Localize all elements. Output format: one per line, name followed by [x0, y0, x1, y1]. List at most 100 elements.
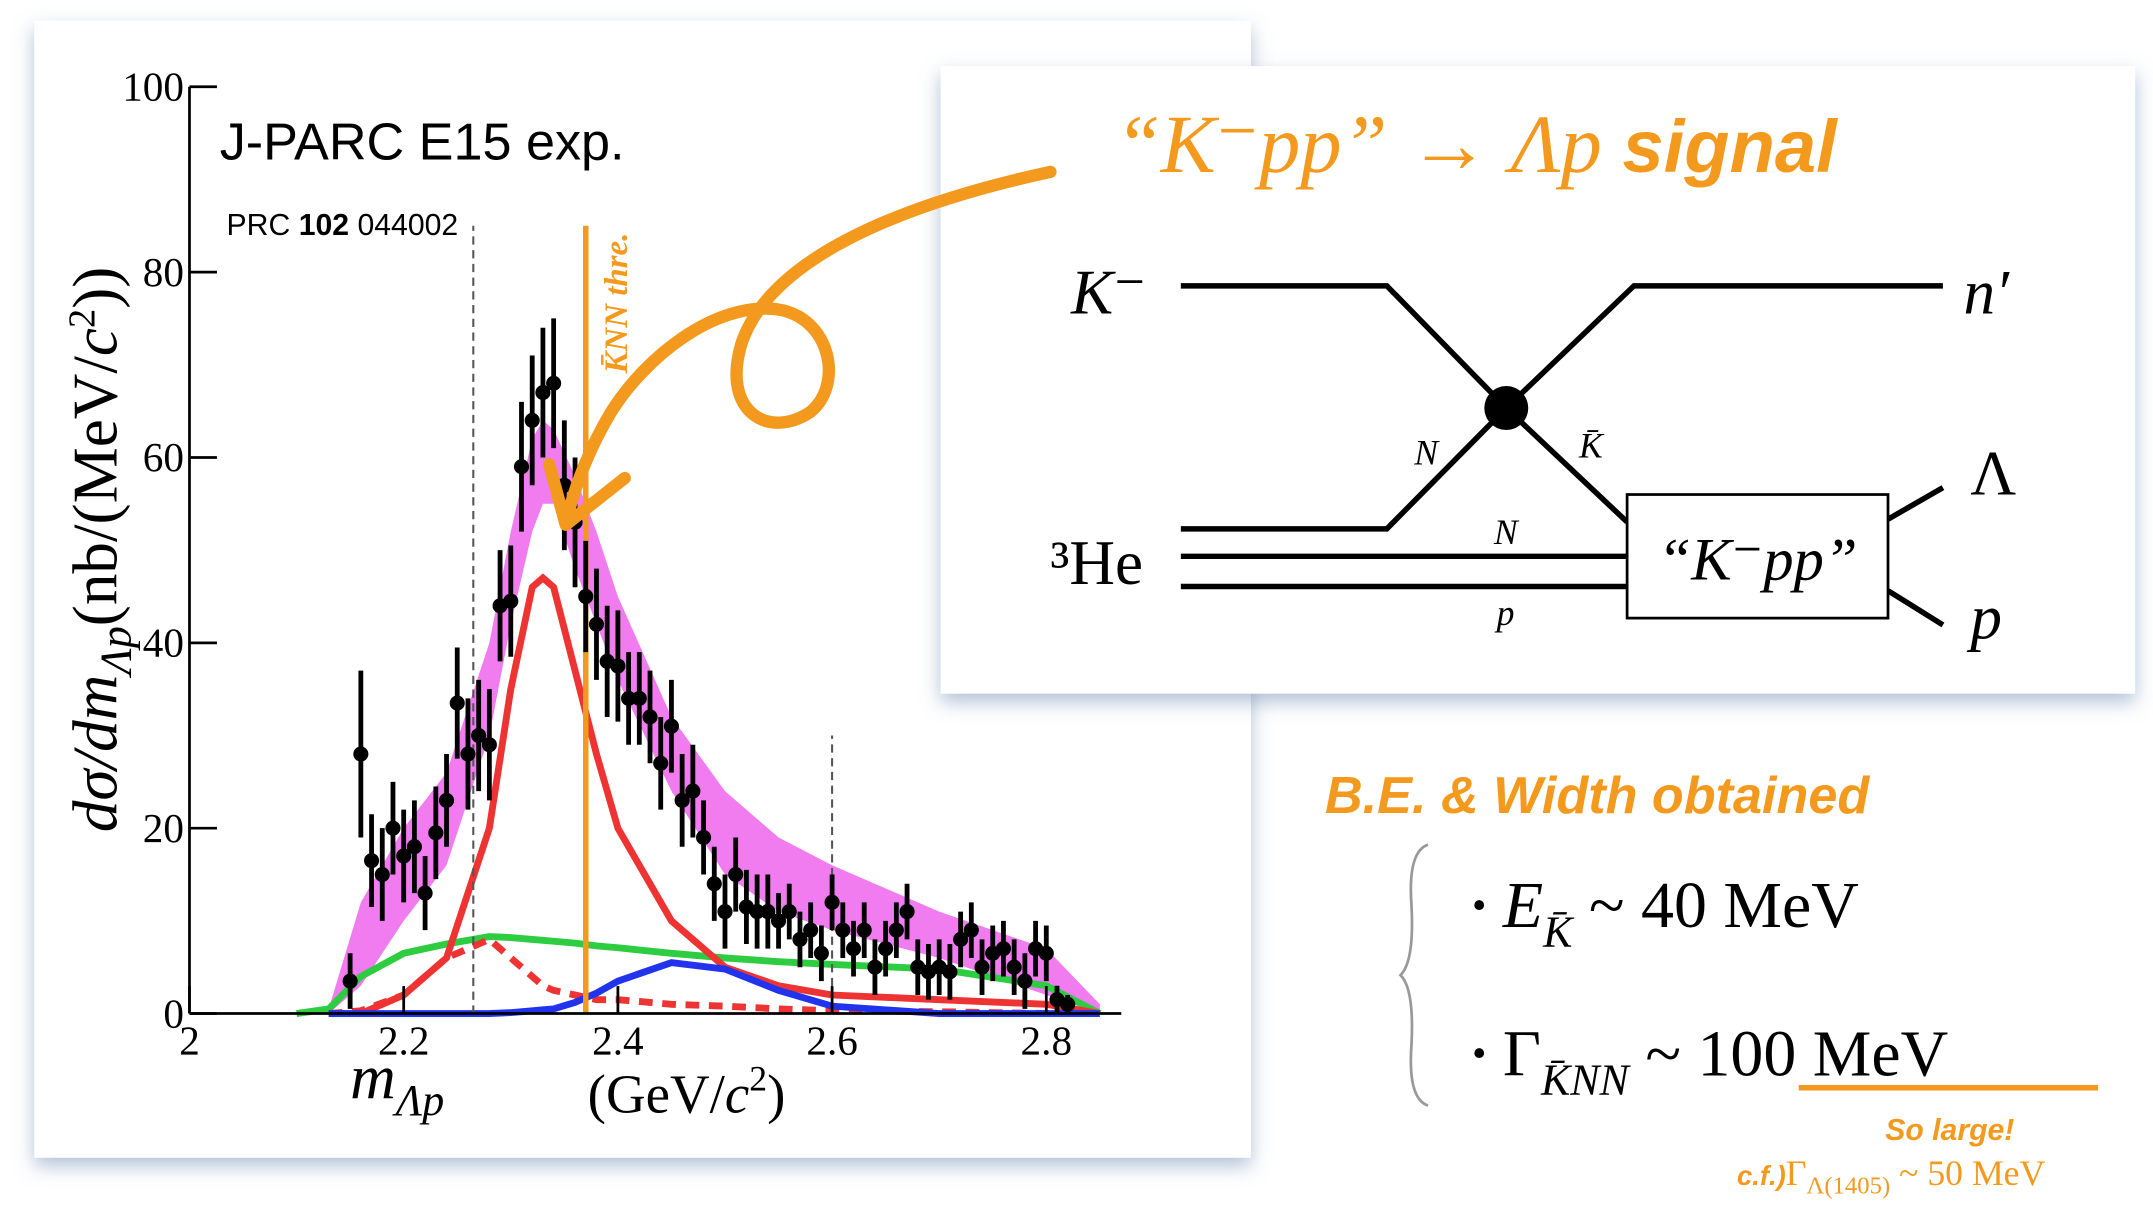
- bullet: •: [1472, 882, 1486, 928]
- data-point: [964, 923, 979, 938]
- data-point: [343, 974, 358, 989]
- width-value: 100 MeV: [1697, 1017, 1948, 1090]
- data-point: [364, 853, 379, 868]
- journal: PRC: [227, 209, 291, 242]
- label-lambda: Λ: [1970, 439, 2016, 509]
- data-point: [685, 784, 700, 799]
- y-tick-label: 60: [143, 434, 184, 480]
- data-point: [846, 941, 861, 956]
- data-point: [867, 960, 882, 975]
- x-label-c: c: [725, 1063, 749, 1124]
- data-point: [482, 737, 497, 752]
- data-point: [642, 709, 657, 724]
- title-word: signal: [1622, 105, 1838, 188]
- data-point: [589, 617, 604, 632]
- diagram-title: “K⁻pp” → Λp signal: [1115, 99, 1838, 190]
- bullet: •: [1472, 1030, 1486, 1076]
- energy-value: ~ 40 MeV: [1589, 869, 1859, 942]
- label-box: “K⁻pp”: [1658, 527, 1858, 594]
- data-point: [503, 594, 518, 609]
- y-label-unit: (nb/(MeV/: [61, 356, 131, 627]
- data-point: [525, 413, 540, 428]
- data-point: [610, 658, 625, 673]
- remark: So large!: [1885, 1114, 2014, 1147]
- data-point: [460, 746, 475, 761]
- data-point: [578, 589, 593, 604]
- y-axis-label: dσ/dmΛp(nb/(MeV/c2)): [61, 267, 141, 832]
- data-point: [814, 946, 829, 961]
- slide: K̄NN thre.02040608010022.22.42.62.8 J-PA…: [0, 0, 2153, 1206]
- label-line-n: N: [1493, 512, 1520, 552]
- results-heading: B.E. & Width obtained: [1325, 767, 1870, 825]
- x-tick-label: 2.6: [806, 1018, 857, 1064]
- y-label-sup: 2: [62, 309, 104, 328]
- label-proton: p: [1966, 583, 2002, 653]
- threshold-label: K̄NN thre.: [599, 233, 635, 375]
- data-point: [803, 923, 818, 938]
- data-point: [418, 886, 433, 901]
- data-point: [353, 746, 368, 761]
- data-point: [664, 719, 679, 734]
- y-label-c: c: [61, 328, 131, 356]
- data-point: [385, 821, 400, 836]
- page: {"chart_data": {"type": "scatter", "expe…: [0, 0, 2153, 1206]
- compare-sub: Λ(1405): [1806, 1172, 1890, 1199]
- data-point: [1039, 946, 1054, 961]
- x-tick-label: 2.4: [592, 1018, 643, 1064]
- data-point: [1060, 997, 1075, 1012]
- energy-line: • EK̄ ~ 40 MeV: [1472, 861, 1859, 961]
- width-tilde: ~: [1645, 1017, 1681, 1090]
- data-point: [974, 960, 989, 975]
- data-point: [428, 825, 443, 840]
- data-point: [900, 904, 915, 919]
- x-label-unit: (GeV/: [588, 1063, 726, 1124]
- energy-sub: K̄: [1542, 907, 1575, 956]
- x-label-main: m: [350, 1043, 396, 1113]
- x-label-sup: 2: [749, 1058, 767, 1098]
- label-vertex-kbar: K̄: [1578, 425, 1605, 465]
- data-point: [728, 867, 743, 882]
- data-point: [1007, 960, 1022, 975]
- y-tick-label: 20: [143, 805, 184, 851]
- data-point: [407, 839, 422, 854]
- data-point: [878, 941, 893, 956]
- data-point: [632, 691, 647, 706]
- data-point: [546, 376, 561, 391]
- data-point: [653, 756, 668, 771]
- x-tick-label: 2: [179, 1018, 200, 1064]
- data-point: [1017, 974, 1032, 989]
- y-tick-label: 100: [122, 63, 184, 109]
- x-tick-label: 2.8: [1021, 1018, 1072, 1064]
- data-point: [439, 793, 454, 808]
- data-point: [707, 876, 722, 891]
- y-label-sub: Λp: [91, 626, 140, 679]
- compare-prefix: c.f.): [1737, 1160, 1786, 1191]
- width-symbol: Γ: [1503, 1017, 1541, 1090]
- data-point: [996, 941, 1011, 956]
- volume: 102: [299, 209, 349, 242]
- label-nprime: n′: [1964, 257, 2011, 327]
- data-point: [514, 459, 529, 474]
- x-label-close: ): [767, 1063, 785, 1124]
- title-reaction: “K⁻pp” → Λp: [1115, 99, 1602, 190]
- x-label-sub: Λp: [392, 1076, 445, 1125]
- compare-value: ~ 50 MeV: [1899, 1153, 2045, 1193]
- width-line: • ΓK̄NN ~ 100 MeV: [1472, 1009, 1948, 1109]
- experiment-label: J-PARC E15 exp.: [220, 113, 625, 171]
- y-tick-label: 80: [143, 249, 184, 295]
- y-label-main: dσ/dm: [61, 675, 131, 832]
- width-sub: K̄NN: [1540, 1056, 1632, 1105]
- data-point: [450, 696, 465, 711]
- brace: [1401, 845, 1428, 1106]
- page: 044002: [357, 209, 458, 242]
- y-label-close: )): [61, 267, 131, 309]
- y-tick-label: 40: [143, 620, 184, 666]
- data-point: [835, 923, 850, 938]
- data-point: [825, 895, 840, 910]
- label-kminus: K⁻: [1070, 257, 1146, 327]
- data-point: [889, 923, 904, 938]
- data-point: [857, 923, 872, 938]
- label-vertex-n: N: [1413, 432, 1440, 472]
- energy-symbol: E: [1502, 869, 1543, 942]
- data-point: [782, 904, 797, 919]
